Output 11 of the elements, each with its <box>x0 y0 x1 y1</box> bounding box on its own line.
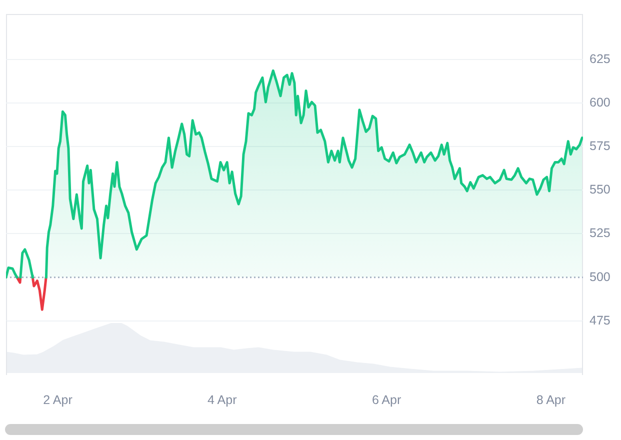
x-tick-label: 8 Apr <box>536 392 566 407</box>
x-tick-label: 2 Apr <box>43 392 72 407</box>
y-tick-label: 550 <box>590 182 610 197</box>
y-tick-label: 525 <box>590 226 610 240</box>
y-tick-label: 475 <box>590 313 610 328</box>
y-tick-label: 625 <box>590 52 610 66</box>
y-tick-label: 575 <box>590 138 610 153</box>
y-tick-label: 500 <box>590 270 610 284</box>
y-tick-label: 600 <box>590 95 610 110</box>
x-tick-label: 4 Apr <box>208 392 237 407</box>
x-tick-label: 6 Apr <box>372 392 402 407</box>
